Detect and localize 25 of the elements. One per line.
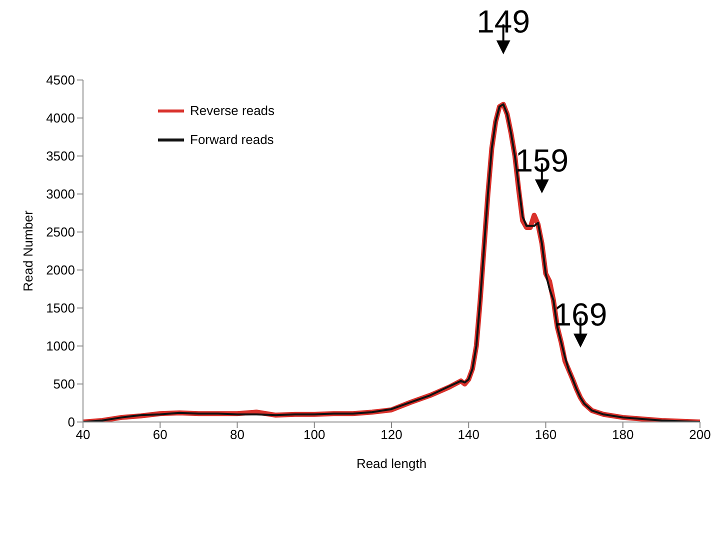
y-tick-label: 2000 (46, 262, 75, 278)
y-tick-label: 1500 (46, 300, 75, 316)
y-tick-label: 3500 (46, 148, 75, 164)
y-tick-label: 2500 (46, 224, 75, 240)
annotation: 149 (476, 3, 530, 40)
x-tick-label: 100 (304, 427, 326, 442)
x-tick-label: 140 (458, 427, 480, 442)
x-tick-label: 60 (152, 427, 168, 442)
x-tick-label: 200 (689, 427, 711, 442)
y-tick-label: 3000 (46, 186, 75, 202)
legend-label: Forward reads (190, 132, 274, 147)
x-tick-label: 80 (230, 427, 244, 442)
y-tick-label: 0 (68, 414, 75, 430)
y-tick-label: 500 (53, 376, 75, 392)
y-axis-title: Read Number (20, 210, 36, 292)
x-tick-label: 160 (534, 427, 557, 442)
annotation: 159 (515, 142, 569, 178)
y-tick-label: 1000 (46, 338, 75, 354)
y-tick-label: 4000 (46, 110, 75, 126)
legend-label: Reverse reads (190, 103, 275, 118)
x-axis-title: Read length (356, 456, 427, 471)
x-tick-label: 180 (612, 427, 634, 442)
x-tick-label: 120 (380, 427, 402, 442)
x-tick-label: 40 (76, 427, 90, 442)
y-tick-label: 4500 (46, 72, 75, 88)
